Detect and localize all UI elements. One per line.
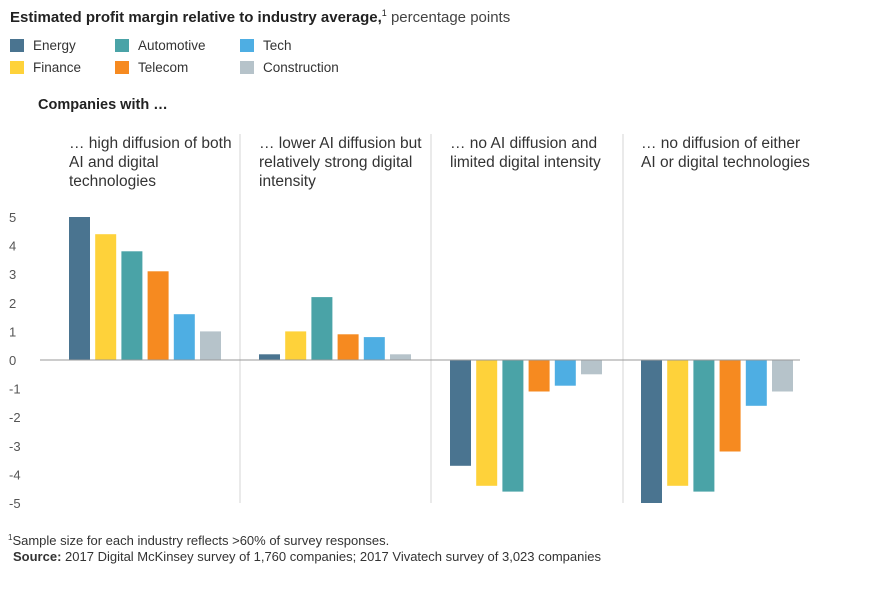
chart-title: Estimated profit margin relative to indu… bbox=[10, 8, 511, 26]
bar-construction-group-4 bbox=[772, 360, 793, 392]
bar-telecom-group-4 bbox=[719, 360, 741, 452]
group-header-no-diffusion: … no diffusion of either AI or digital t… bbox=[641, 135, 810, 171]
y-tick-label: -1 bbox=[9, 382, 21, 397]
legend-swatch-energy bbox=[10, 39, 24, 52]
legend-item-tech: Tech bbox=[240, 38, 292, 53]
legend-swatch-telecom bbox=[115, 61, 129, 74]
legend-swatch-finance bbox=[10, 61, 24, 74]
legend-swatch-automotive bbox=[115, 39, 129, 52]
y-tick-label: -2 bbox=[9, 410, 21, 425]
bar-energy-group-3 bbox=[450, 360, 471, 466]
y-tick-label: 2 bbox=[9, 296, 16, 311]
group-header-lower-ai-diffusion: … lower AI diffusion but relatively stro… bbox=[259, 135, 422, 190]
bar-construction-group-1 bbox=[200, 331, 221, 360]
bar-automotive-group-4 bbox=[693, 360, 715, 492]
legend-swatch-construction bbox=[240, 61, 254, 74]
legend-label-energy: Energy bbox=[33, 38, 76, 53]
legend-item-automotive: Automotive bbox=[115, 38, 206, 53]
y-tick-label: -5 bbox=[9, 496, 21, 511]
bar-finance-group-4 bbox=[667, 360, 689, 486]
bar-telecom-group-2 bbox=[337, 334, 359, 360]
bar-tech-group-1 bbox=[173, 314, 195, 360]
source-note: Source: 2017 Digital McKinsey survey of … bbox=[13, 549, 601, 564]
bar-automotive-group-3 bbox=[502, 360, 524, 492]
legend-label-tech: Tech bbox=[263, 38, 292, 53]
bar-automotive-group-2 bbox=[311, 297, 333, 360]
y-tick-label: 3 bbox=[9, 267, 16, 282]
group-header-no-ai-diffusion: … no AI diffusion and limited digital in… bbox=[450, 135, 601, 171]
bar-telecom-group-3 bbox=[528, 360, 550, 392]
bar-tech-group-3 bbox=[554, 360, 576, 386]
bar-energy-group-4 bbox=[641, 360, 662, 503]
bar-energy-group-2 bbox=[259, 354, 280, 360]
bar-energy-group-1 bbox=[69, 217, 90, 360]
bar-construction-group-3 bbox=[581, 360, 602, 375]
legend-label-construction: Construction bbox=[263, 60, 339, 75]
title-main: Estimated profit margin relative to indu… bbox=[10, 9, 382, 26]
title-unit: percentage points bbox=[390, 9, 511, 26]
footnote-text: Sample size for each industry reflects >… bbox=[12, 533, 390, 548]
bar-finance-group-2 bbox=[285, 331, 307, 360]
legend-swatch-tech bbox=[240, 39, 254, 52]
legend-item-telecom: Telecom bbox=[115, 60, 188, 75]
group-header-high-diffusion: … high diffusion of both AI and digital … bbox=[69, 135, 232, 190]
bar-tech-group-4 bbox=[745, 360, 767, 406]
y-tick-label: 4 bbox=[9, 239, 16, 254]
legend-item-construction: Construction bbox=[240, 60, 339, 75]
y-tick-label: 5 bbox=[9, 210, 16, 225]
footnote: 1Sample size for each industry reflects … bbox=[8, 533, 389, 548]
legend-label-telecom: Telecom bbox=[138, 60, 189, 75]
footnote-marker: 1 bbox=[8, 533, 13, 542]
companies-label: Companies with … bbox=[38, 97, 168, 113]
legend-label-automotive: Automotive bbox=[138, 38, 206, 53]
bar-finance-group-1 bbox=[95, 234, 117, 360]
legend: Energy Automotive Tech Finance Telecom C… bbox=[10, 38, 390, 82]
title-footnote-marker: 1 bbox=[381, 8, 387, 18]
legend-item-energy: Energy bbox=[10, 38, 76, 53]
y-tick-label: -3 bbox=[9, 439, 21, 454]
source-text: 2017 Digital McKinsey survey of 1,760 co… bbox=[65, 549, 601, 564]
y-tick-label: -4 bbox=[9, 467, 21, 482]
bar-tech-group-2 bbox=[363, 337, 385, 360]
source-label: Source: bbox=[13, 549, 62, 564]
bar-construction-group-2 bbox=[390, 354, 411, 360]
bar-automotive-group-1 bbox=[121, 251, 143, 360]
legend-label-finance: Finance bbox=[33, 60, 82, 75]
y-tick-label: 1 bbox=[9, 324, 16, 339]
bar-telecom-group-1 bbox=[147, 271, 169, 360]
bar-finance-group-3 bbox=[476, 360, 498, 486]
legend-item-finance: Finance bbox=[10, 60, 81, 75]
y-tick-label: 0 bbox=[9, 353, 16, 368]
